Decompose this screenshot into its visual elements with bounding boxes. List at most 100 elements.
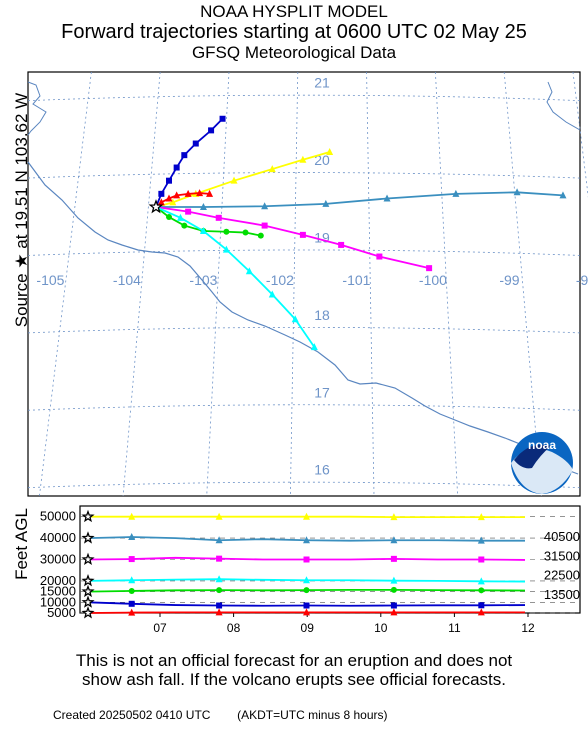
altitude-trajectory-marker — [303, 587, 310, 594]
map-trajectory-marker — [219, 115, 226, 122]
map-trajectory-marker — [257, 232, 264, 239]
lon-tick-label: -101 — [342, 272, 370, 288]
lat-grid-line — [27, 481, 581, 489]
lon-tick-label: -105 — [36, 272, 64, 288]
lon-grid-line — [572, 71, 588, 198]
altitude-trajectory-marker — [128, 587, 135, 594]
altitude-source-star — [81, 573, 95, 587]
altitude-trajectory-marker — [128, 512, 136, 520]
map-trajectory-marker — [173, 191, 181, 199]
altitude-tick-label: 20000 — [40, 573, 76, 588]
map-trajectory-marker — [199, 203, 207, 210]
altitude-trajectory-marker — [303, 602, 310, 609]
day-tick-label: 07 — [153, 621, 167, 635]
created-timestamp: Created 20250502 0410 UTC — [53, 708, 211, 722]
day-tick-label: 10 — [374, 621, 388, 635]
altitude-source-star — [81, 552, 95, 565]
map-trajectory-marker — [166, 214, 173, 221]
map-trajectory-marker — [181, 222, 188, 229]
altitude-trajectory-marker — [390, 576, 398, 584]
altitude-trajectory-marker — [390, 586, 397, 593]
disclaimer: This is not an official forecast for an … — [0, 651, 588, 689]
chart-subtitle: Forward trajectories starting at 0600 UT… — [61, 21, 527, 43]
altitude-trajectory-marker — [390, 555, 397, 562]
altitude-trajectory-marker — [477, 608, 485, 616]
day-tick-label: 08 — [227, 621, 241, 635]
lat-grid-line — [27, 94, 581, 102]
altitude-trajectory-marker — [215, 512, 223, 520]
map-trajectory-marker — [157, 198, 165, 206]
altitude-right-label: 13500 — [544, 587, 580, 602]
altitude-trajectory-marker — [128, 556, 135, 563]
lat-grid-line — [27, 404, 581, 411]
day-tick-label: 09 — [301, 621, 315, 635]
lon-grid-line — [289, 71, 299, 497]
map-trajectory-marker — [158, 190, 165, 197]
altitude-trajectory-marker — [215, 575, 223, 583]
altitude-trajectory-marker — [390, 536, 398, 544]
altitude-source-star — [81, 584, 95, 598]
lat-grid-line — [27, 326, 581, 334]
map-trajectory-marker — [215, 214, 222, 221]
map-trajectories — [148, 115, 567, 351]
lon-grid-line — [206, 71, 230, 497]
map-trajectory-marker — [299, 155, 307, 163]
map-trajectory-marker — [230, 176, 238, 184]
map-trajectory-marker — [245, 267, 253, 275]
lon-tick-label: -104 — [113, 272, 141, 288]
altitude-trajectory-marker — [215, 608, 223, 616]
altitude-trajectory-marker — [216, 587, 223, 594]
noaa-logo: noaa — [511, 432, 573, 494]
noaa-logo-text: noaa — [528, 438, 556, 452]
map-trajectory-line — [156, 191, 564, 208]
map-trajectory-marker — [192, 140, 199, 147]
map-trajectory-marker — [268, 290, 276, 298]
altitude-trajectory-marker — [128, 576, 136, 584]
altitude-source-star — [81, 531, 95, 544]
altitude-tick-label: 30000 — [40, 552, 76, 567]
map-trajectory-marker — [261, 222, 268, 229]
lon-grid-line — [366, 71, 375, 497]
altitude-trajectory-marker — [478, 587, 485, 594]
map-trajectory-marker — [242, 229, 249, 236]
lon-tick-label: -103 — [189, 272, 217, 288]
altitude-trajectory-marker — [477, 577, 485, 585]
altitude-tick-label: 40000 — [40, 530, 76, 545]
map-trajectory-marker — [208, 127, 215, 134]
altitude-trajectory-marker — [390, 513, 398, 521]
disclaimer-line-1: This is not an official forecast for an … — [75, 651, 513, 670]
map-trajectory-marker — [169, 198, 177, 206]
map-trajectory-marker — [291, 315, 299, 323]
lat-grid-line — [27, 172, 581, 179]
day-tick-label: 12 — [521, 621, 535, 635]
map-frame — [27, 71, 581, 497]
altitude-trajectory-marker — [216, 602, 223, 609]
lon-grid-line — [503, 71, 542, 497]
map-trajectory-marker — [185, 208, 192, 215]
map-trajectory-marker — [173, 164, 180, 171]
altitude-trajectory-marker — [477, 536, 485, 544]
altitude-trajectory-marker — [128, 608, 136, 616]
map-trajectory-marker — [261, 202, 269, 210]
lat-tick-label: 21 — [314, 75, 330, 91]
map-trajectory-marker — [513, 188, 521, 196]
timezone-note: (AKDT=UTC minus 8 hours) — [237, 708, 388, 722]
map-trajectory-marker — [222, 245, 230, 253]
map-trajectory-marker — [376, 253, 383, 260]
map-trajectory-marker — [559, 191, 567, 199]
lat-grid-line — [27, 249, 581, 256]
map-trajectory-marker — [184, 189, 192, 197]
map-trajectory-marker — [199, 226, 207, 234]
altitude-tick-label: 15000 — [40, 584, 76, 599]
map-trajectory-line — [155, 206, 316, 348]
lat-tick-label: 17 — [314, 384, 330, 400]
lat-tick-label: 19 — [314, 229, 330, 245]
model-title: NOAA HYSPLIT MODEL — [200, 2, 388, 21]
lon-grid-line — [434, 71, 459, 497]
map-trajectory-marker — [223, 228, 230, 235]
lon-tick-label: -99 — [499, 272, 519, 288]
altitude-trajectory-marker — [303, 512, 310, 520]
title-block: NOAA HYSPLIT MODEL Forward trajectories … — [0, 0, 588, 63]
disclaimer-line-2: show ash fall. If the volcano erupts see… — [82, 670, 506, 689]
